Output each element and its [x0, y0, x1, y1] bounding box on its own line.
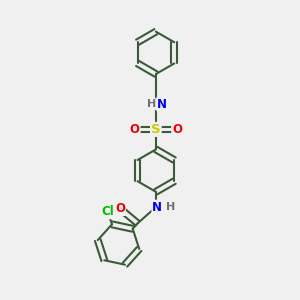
Text: N: N	[152, 201, 162, 214]
Text: S: S	[151, 123, 161, 136]
Text: O: O	[130, 123, 140, 136]
Text: O: O	[172, 123, 182, 136]
Text: H: H	[147, 99, 157, 109]
Text: N: N	[158, 98, 167, 111]
Text: O: O	[115, 202, 125, 215]
Text: H: H	[166, 202, 175, 212]
Text: Cl: Cl	[101, 205, 114, 218]
